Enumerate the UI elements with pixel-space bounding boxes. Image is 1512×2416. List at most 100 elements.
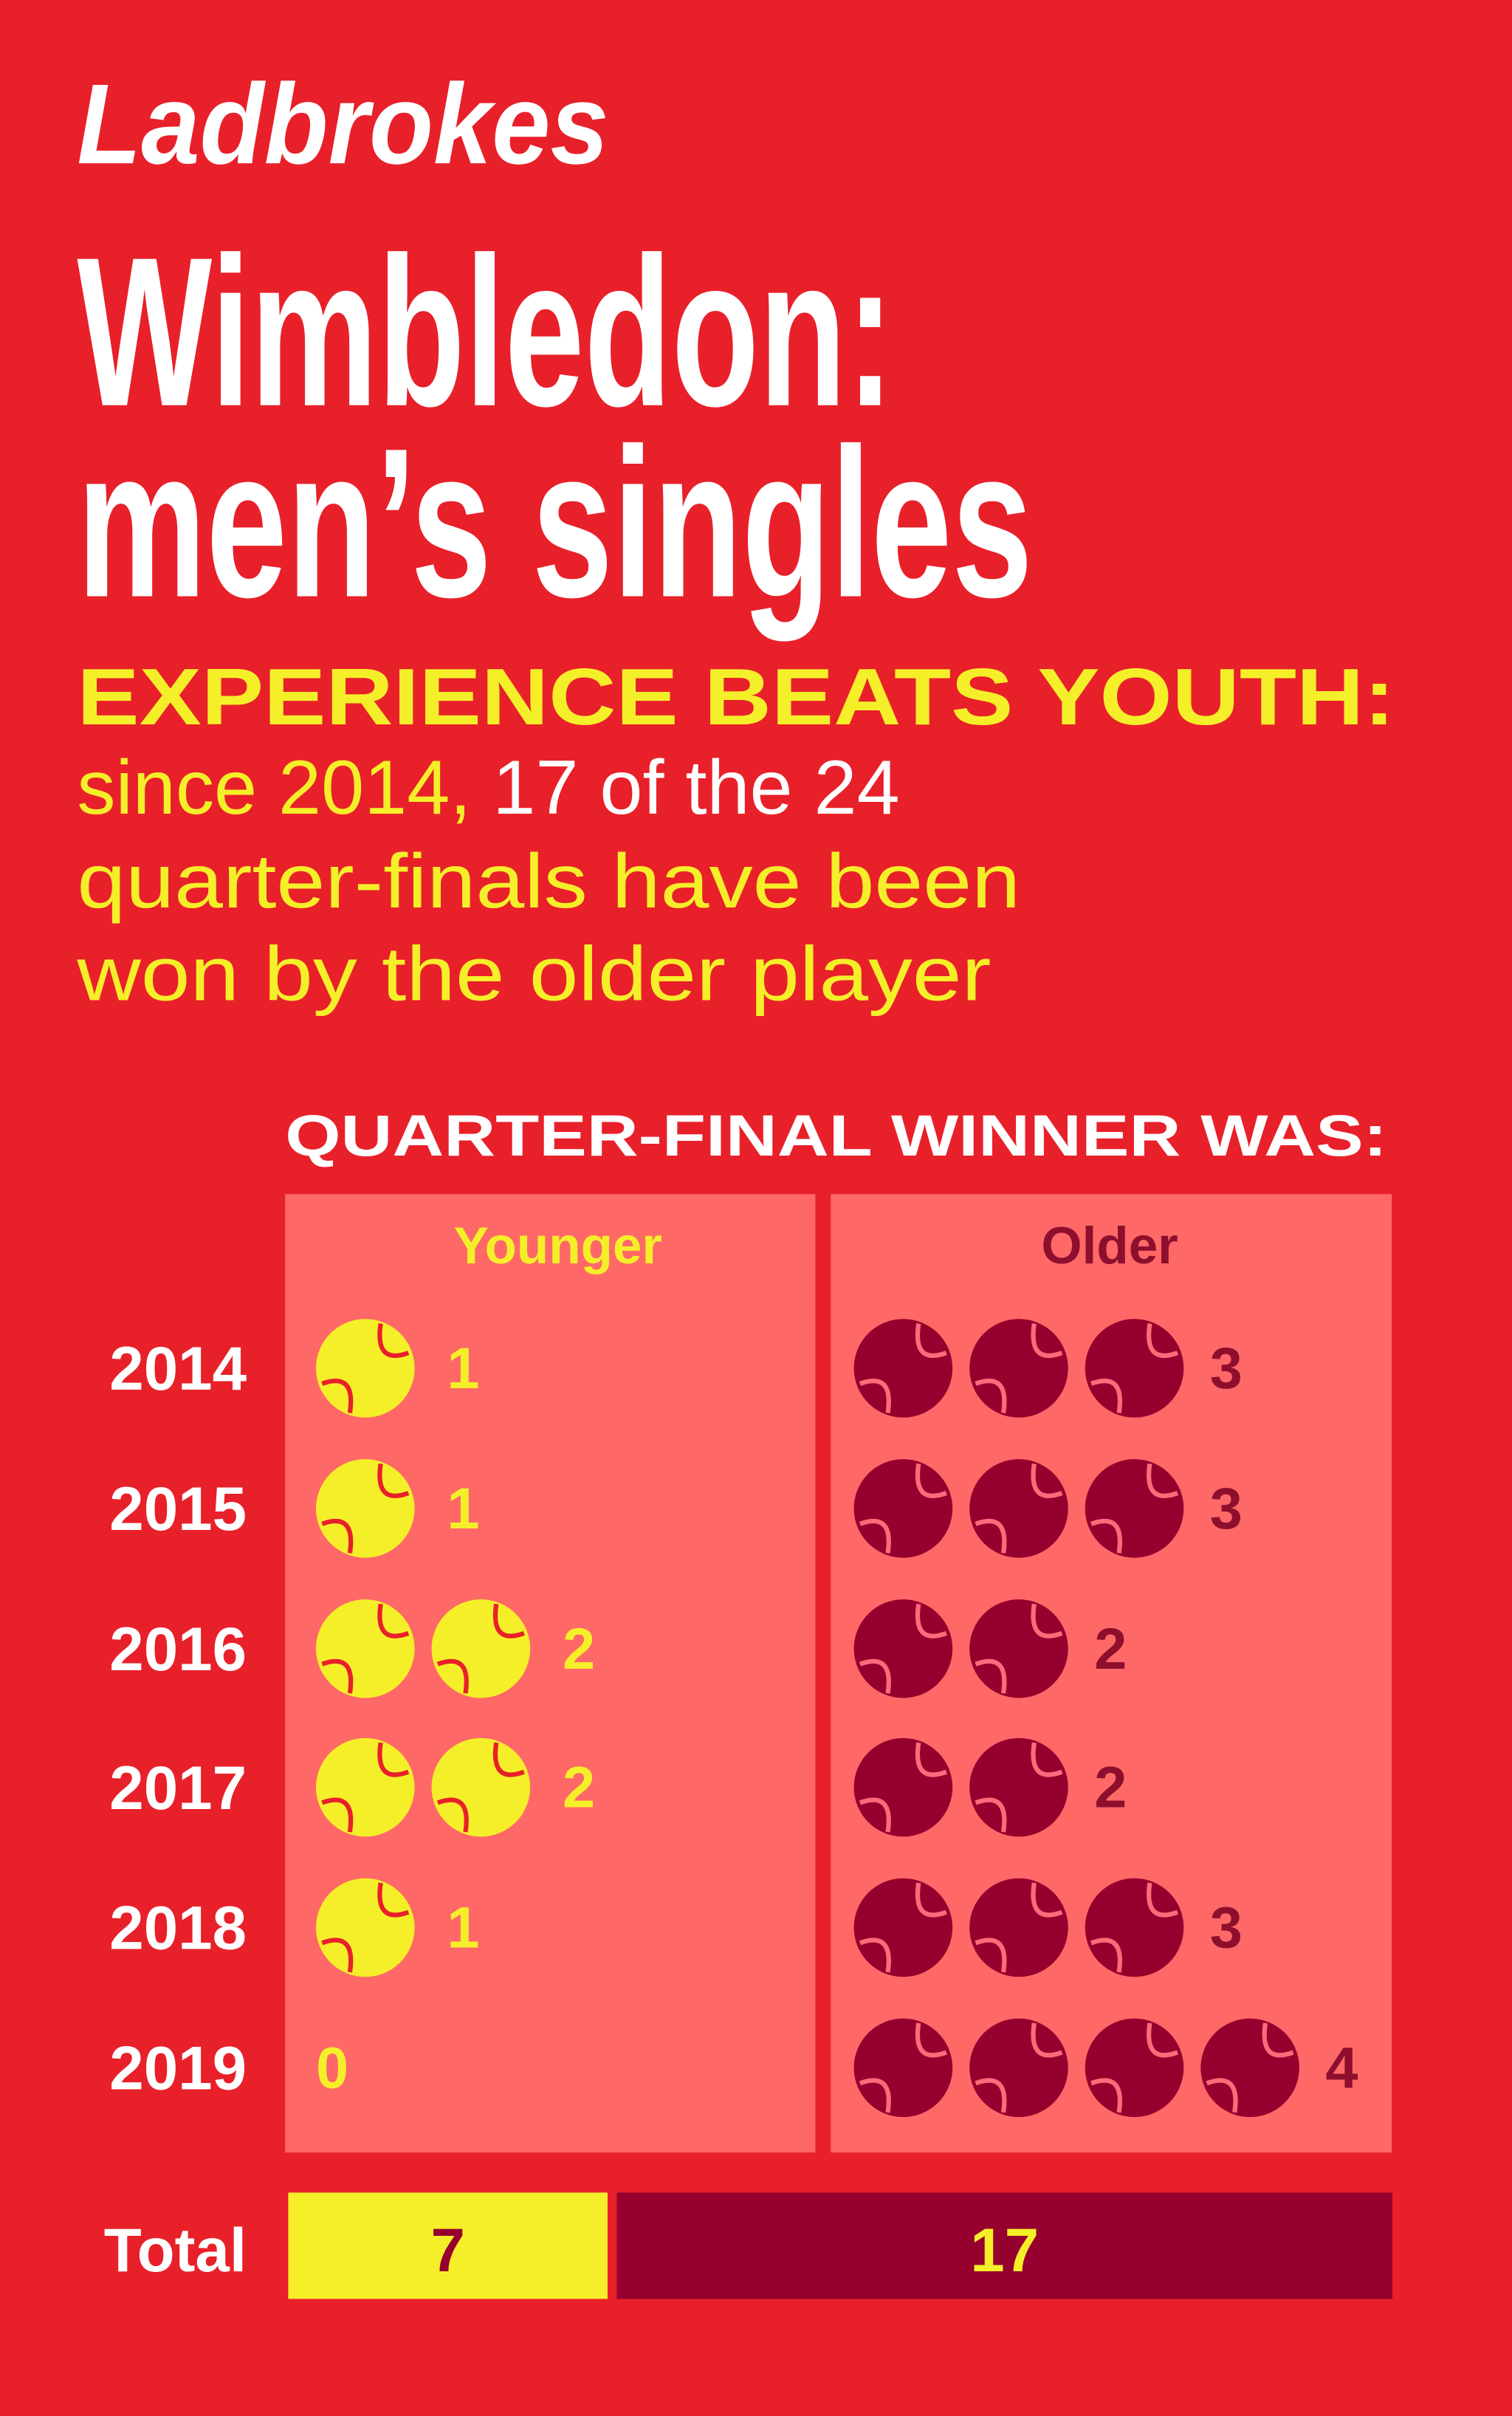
ball-seam — [975, 1518, 1007, 1554]
value-label: 3 — [1210, 1895, 1243, 1960]
ball-group — [853, 1459, 1184, 1558]
tennis-ball — [969, 1878, 1068, 1977]
ball-group — [315, 1737, 531, 1837]
tennis-ball — [969, 1319, 1068, 1418]
tennis-ball — [431, 1599, 531, 1698]
ball-seam — [1031, 1463, 1063, 1498]
ball-seam — [1262, 2022, 1294, 2058]
ball-seam — [321, 1379, 354, 1413]
tennis-ball — [1085, 1319, 1184, 1418]
tennis-ball — [853, 1599, 953, 1698]
tennis-ball — [853, 1737, 953, 1837]
brand-logo: Ladbrokes — [77, 60, 608, 188]
ball-seam — [321, 1938, 354, 1973]
ball-seam — [859, 2078, 891, 2113]
value-label: 1 — [447, 1475, 479, 1541]
total-value: 17 — [970, 2215, 1039, 2285]
title-line: Wimbledon: — [77, 213, 893, 451]
year-label: 2014 — [109, 1334, 247, 1403]
year-label: 2019 — [109, 2034, 247, 2103]
ball-seam — [1031, 1603, 1063, 1638]
subtitle-line: since 2014, 17 of the 24 — [77, 745, 899, 831]
ball-seam — [915, 1463, 947, 1498]
total-value: 7 — [430, 2215, 464, 2285]
ball-seam — [975, 1658, 1007, 1694]
tennis-ball — [315, 1737, 415, 1837]
year-label: 2016 — [109, 1614, 247, 1684]
year-label: 2017 — [109, 1753, 247, 1822]
tennis-ball — [969, 1459, 1068, 1558]
ball-seam — [1031, 1742, 1063, 1777]
ball-group — [315, 1319, 415, 1418]
value-label: 2 — [1094, 1754, 1127, 1820]
ball-seam — [1147, 1323, 1179, 1359]
ball-seam — [377, 1323, 410, 1359]
value-label: 2 — [563, 1754, 595, 1820]
value-label: 1 — [447, 1335, 479, 1401]
tennis-ball — [315, 1599, 415, 1698]
headline: EXPERIENCE BEATS YOUTH: — [77, 652, 1395, 741]
ball-seam — [859, 1658, 891, 1694]
tennis-ball — [1085, 2018, 1184, 2118]
ball-seam — [377, 1463, 410, 1498]
tennis-ball — [969, 2018, 1068, 2118]
value-label: 3 — [1210, 1475, 1243, 1541]
ball-seam — [1031, 1882, 1063, 1918]
tennis-ball — [431, 1737, 531, 1837]
ball-seam — [859, 1938, 891, 1973]
ball-seam — [377, 1882, 410, 1918]
ball-seam — [492, 1742, 525, 1777]
ball-seam — [1206, 2078, 1238, 2113]
ball-group — [853, 1599, 1068, 1698]
subtitle-part: since 2014, — [77, 745, 471, 831]
ball-seam — [915, 1882, 947, 1918]
ball-seam — [915, 1742, 947, 1777]
ball-group — [315, 1599, 531, 1698]
ball-seam — [436, 1797, 469, 1833]
title-line: men’s singles — [77, 405, 1032, 643]
ball-seam — [859, 1518, 891, 1554]
ball-seam — [1031, 1323, 1063, 1359]
ball-seam — [915, 2022, 947, 2058]
ball-seam — [1147, 1882, 1179, 1918]
value-label: 1 — [447, 1895, 479, 1960]
ball-seam — [492, 1603, 525, 1638]
ball-seam — [975, 2078, 1007, 2113]
value-label: 0 — [316, 2035, 348, 2101]
total-label: Total — [104, 2215, 247, 2285]
ball-seam — [377, 1603, 410, 1638]
column-header: QUARTER-FINAL WINNER WAS: — [285, 1102, 1387, 1168]
ball-seam — [1090, 2078, 1122, 2113]
ball-seam — [321, 1797, 354, 1833]
subtitle-part: 17 of the 24 — [492, 745, 899, 831]
tennis-ball — [853, 2018, 953, 2118]
year-label: 2015 — [109, 1474, 247, 1543]
ball-seam — [975, 1797, 1007, 1833]
subtitle-line: quarter-finals have been — [77, 839, 1020, 924]
legend-header: Younger — [453, 1217, 662, 1275]
tennis-ball — [969, 1599, 1068, 1698]
value-label: 4 — [1325, 2035, 1358, 2101]
ball-seam — [1090, 1379, 1122, 1413]
ball-seam — [859, 1379, 891, 1413]
year-label: 2018 — [109, 1893, 247, 1963]
ball-seam — [1090, 1518, 1122, 1554]
tennis-ball — [853, 1319, 953, 1418]
total-bar — [616, 2192, 1392, 2299]
ball-group — [315, 1878, 415, 1977]
ball-seam — [321, 1518, 354, 1554]
value-label: 2 — [563, 1616, 595, 1681]
tennis-ball — [315, 1878, 415, 1977]
tennis-ball — [1085, 1878, 1184, 1977]
ball-group — [853, 1319, 1184, 1418]
value-label: 2 — [1094, 1616, 1127, 1681]
ball-group — [853, 1878, 1184, 1977]
subtitle-line: won by the older player — [76, 931, 991, 1017]
total-bar — [288, 2192, 608, 2299]
tennis-ball — [853, 1878, 953, 1977]
value-label: 3 — [1210, 1335, 1243, 1401]
ball-seam — [1090, 1938, 1122, 1973]
ball-seam — [915, 1603, 947, 1638]
